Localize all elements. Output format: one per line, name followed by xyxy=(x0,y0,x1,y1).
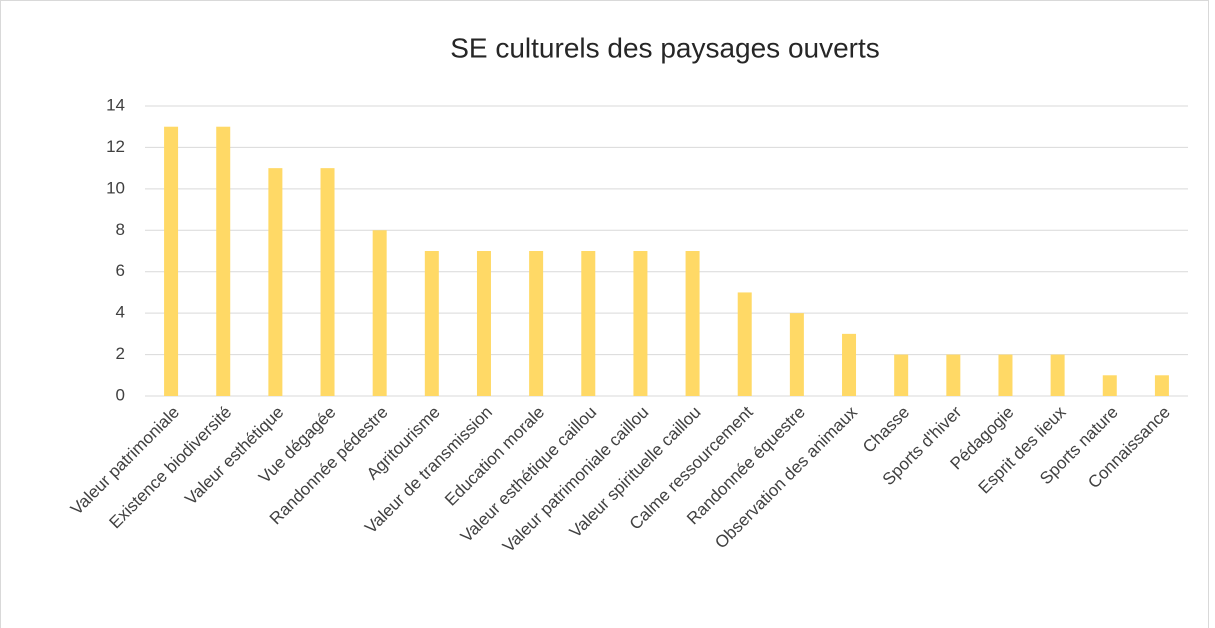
bar xyxy=(581,251,596,396)
bar xyxy=(320,168,335,396)
bar xyxy=(1050,354,1065,396)
y-tick-label: 10 xyxy=(106,178,125,197)
y-tick-label: 8 xyxy=(116,220,125,239)
bar xyxy=(1102,375,1117,396)
bar xyxy=(164,126,179,396)
bar xyxy=(789,313,804,396)
bar xyxy=(372,230,387,396)
y-tick-label: 6 xyxy=(116,261,125,280)
y-tick-label: 4 xyxy=(116,303,125,322)
bar xyxy=(216,126,231,396)
bar xyxy=(894,354,909,396)
chart-title: SE culturels des paysages ouverts xyxy=(450,32,880,63)
y-tick-label: 0 xyxy=(116,385,125,404)
bar xyxy=(842,333,857,396)
bar xyxy=(946,354,961,396)
bar xyxy=(633,251,648,396)
bar xyxy=(268,168,283,396)
y-tick-label: 14 xyxy=(106,95,125,114)
bar xyxy=(529,251,544,396)
bar xyxy=(424,251,439,396)
bar xyxy=(737,292,752,396)
bar xyxy=(476,251,491,396)
bar xyxy=(1154,375,1169,396)
y-tick-label: 12 xyxy=(106,137,125,156)
bar xyxy=(998,354,1013,396)
y-tick-label: 2 xyxy=(116,344,125,363)
bar xyxy=(685,251,700,396)
